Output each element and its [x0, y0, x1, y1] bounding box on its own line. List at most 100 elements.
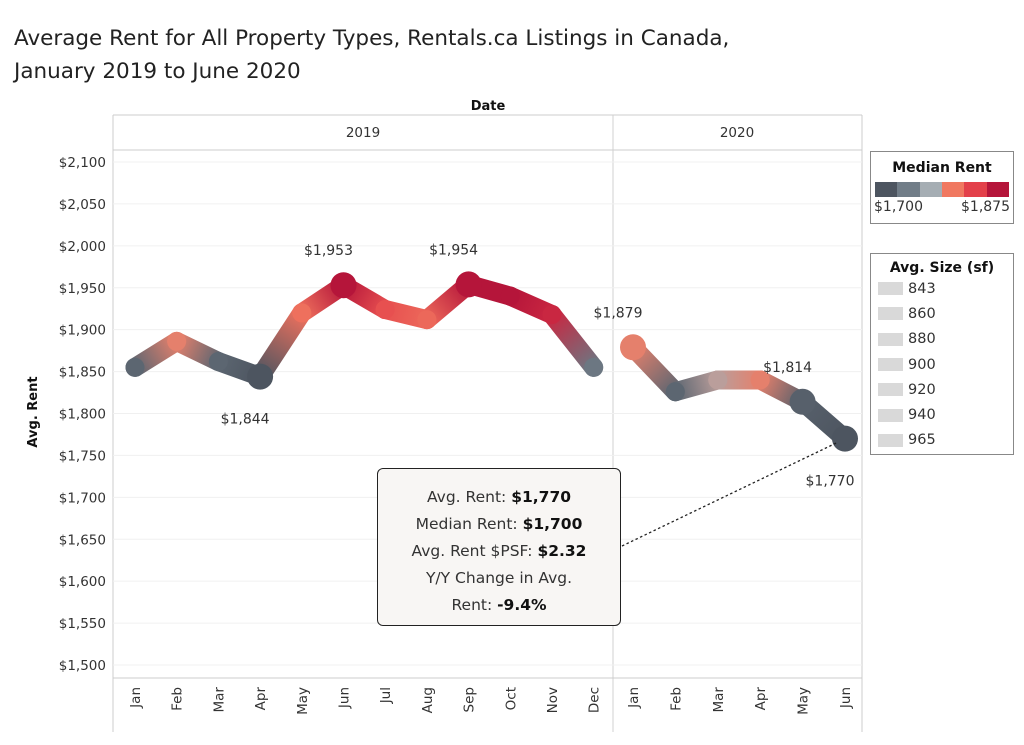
data-point[interactable]	[584, 357, 604, 377]
avg-size-legend-title: Avg. Size (sf)	[889, 260, 995, 276]
size-legend-label: 900	[908, 356, 936, 373]
size-swatch	[878, 408, 903, 422]
data-point[interactable]	[208, 352, 228, 372]
data-point[interactable]	[832, 425, 858, 452]
size-swatch	[878, 358, 903, 372]
size-swatch	[878, 332, 903, 346]
y-tick-label: $1,700	[59, 490, 106, 506]
data-point[interactable]	[375, 300, 395, 320]
y-tick-label: $1,950	[59, 281, 106, 297]
y-tick-label: $2,000	[59, 239, 106, 255]
color-ramp-step	[964, 182, 987, 197]
y-tick-label: $1,550	[59, 616, 106, 632]
data-point[interactable]	[292, 303, 312, 323]
tooltip-leader-line	[621, 442, 838, 547]
y-tick-label: $1,500	[59, 658, 106, 674]
data-point[interactable]	[330, 272, 357, 299]
size-legend-label: 880	[908, 331, 936, 348]
x-tick-label: Aug	[420, 687, 436, 713]
data-point[interactable]	[750, 370, 770, 390]
chart-frame	[112, 114, 863, 732]
x-tick-label: Apr	[753, 687, 769, 711]
x-tick-label: Jun	[337, 687, 353, 709]
y-tick-label: $1,850	[59, 365, 106, 381]
x-tick-label: Feb	[170, 687, 186, 711]
data-label: $1,954	[429, 242, 478, 258]
x-tick-label: Feb	[668, 687, 684, 711]
size-legend-item[interactable]: 965	[878, 428, 1013, 453]
color-ramp-step	[986, 182, 1009, 197]
size-legend-label: 843	[908, 280, 936, 297]
line-segment[interactable]	[542, 305, 604, 377]
year-header: 2020	[720, 125, 754, 141]
x-axis-ticks: Jan Feb Mar Apr May Jun Jul Aug Sep Oct Nov Dec Jan F…	[128, 687, 854, 715]
data-point[interactable]	[620, 334, 646, 361]
x-tick-label: Dec	[587, 687, 603, 713]
data-point[interactable]	[708, 370, 728, 390]
size-swatch	[878, 307, 903, 321]
tooltip: Avg. Rent: $1,770 Median Rent: $1,700 Av…	[377, 468, 621, 626]
median-rent-legend-max: $1,875	[961, 199, 1010, 215]
x-tick-label: Nov	[545, 687, 561, 713]
column-headers: Date 2019 2020	[346, 99, 754, 141]
size-legend-item[interactable]: 843	[878, 276, 1013, 301]
x-tick-label: May	[796, 687, 812, 715]
chart-title-line-2: January 2019 to June 2020	[14, 59, 301, 84]
size-legend-label: 920	[908, 381, 936, 398]
size-swatch	[878, 383, 903, 397]
size-legend-label: 940	[908, 407, 936, 424]
size-legend-item[interactable]: 920	[878, 377, 1013, 402]
chart-title: Average Rent for All Property Types, Ren…	[14, 22, 874, 88]
y-tick-label: $2,100	[59, 155, 106, 171]
tooltip-line-yy-change: Rent: -9.4%	[451, 596, 547, 614]
y-tick-label: $1,750	[59, 448, 106, 464]
size-legend-item[interactable]: 880	[878, 327, 1013, 352]
data-label: $1,879	[594, 305, 643, 321]
x-tick-label: Sep	[462, 687, 478, 712]
avg-size-legend[interactable]: Avg. Size (sf) 843 860 880 900 920 940 965	[870, 253, 1014, 455]
x-tick-label: Oct	[503, 687, 519, 710]
size-legend-item[interactable]: 860	[878, 301, 1013, 326]
series-lines	[125, 271, 858, 452]
data-point[interactable]	[665, 382, 685, 402]
y-tick-label: $2,050	[59, 197, 106, 213]
y-axis-ticks: $1,500 $1,550 $1,600 $1,650 $1,700 $1,750 $1,8…	[26, 155, 106, 674]
data-point[interactable]	[455, 271, 482, 298]
color-ramp-step	[919, 182, 942, 197]
size-legend-label: 860	[908, 305, 936, 322]
data-label: $1,814	[763, 360, 812, 376]
x-tick-label: Mar	[211, 687, 227, 713]
tooltip-line-yy-change-label: Y/Y Change in Avg.	[425, 569, 573, 587]
size-legend-item[interactable]: 900	[878, 352, 1013, 377]
data-label: $1,770	[806, 474, 855, 490]
x-tick-label: Mar	[711, 687, 727, 713]
data-point[interactable]	[247, 363, 274, 390]
median-rent-legend[interactable]: Median Rent $1,700 $1,875	[870, 151, 1014, 224]
chart-title-line-1: Average Rent for All Property Types, Ren…	[14, 26, 730, 51]
data-point[interactable]	[417, 310, 437, 330]
size-legend-item[interactable]: 940	[878, 402, 1013, 427]
data-point[interactable]	[500, 286, 520, 306]
median-rent-legend-title: Median Rent	[892, 160, 992, 176]
y-tick-label: $1,600	[59, 574, 106, 590]
column-axis-title: Date	[471, 99, 506, 114]
size-legend-label: 965	[908, 432, 936, 449]
data-label: $1,844	[221, 412, 270, 428]
avg-size-legend-items: 843 860 880 900 920 940 965	[871, 276, 1013, 453]
size-swatch	[878, 433, 903, 447]
x-tick-label: Jan	[128, 687, 144, 709]
data-point[interactable]	[125, 357, 145, 377]
data-point[interactable]	[167, 331, 187, 351]
y-tick-label: $1,650	[59, 532, 106, 548]
x-tick-label: May	[295, 687, 311, 715]
color-ramp-step	[897, 182, 920, 197]
median-rent-color-ramp	[875, 182, 1009, 197]
x-tick-label: Jul	[378, 687, 394, 704]
size-swatch	[878, 282, 903, 296]
y-tick-label: $1,900	[59, 323, 106, 339]
data-point[interactable]	[789, 388, 816, 415]
data-point[interactable]	[542, 305, 562, 325]
median-rent-legend-min: $1,700	[874, 199, 923, 215]
x-tick-label: Apr	[253, 687, 269, 711]
